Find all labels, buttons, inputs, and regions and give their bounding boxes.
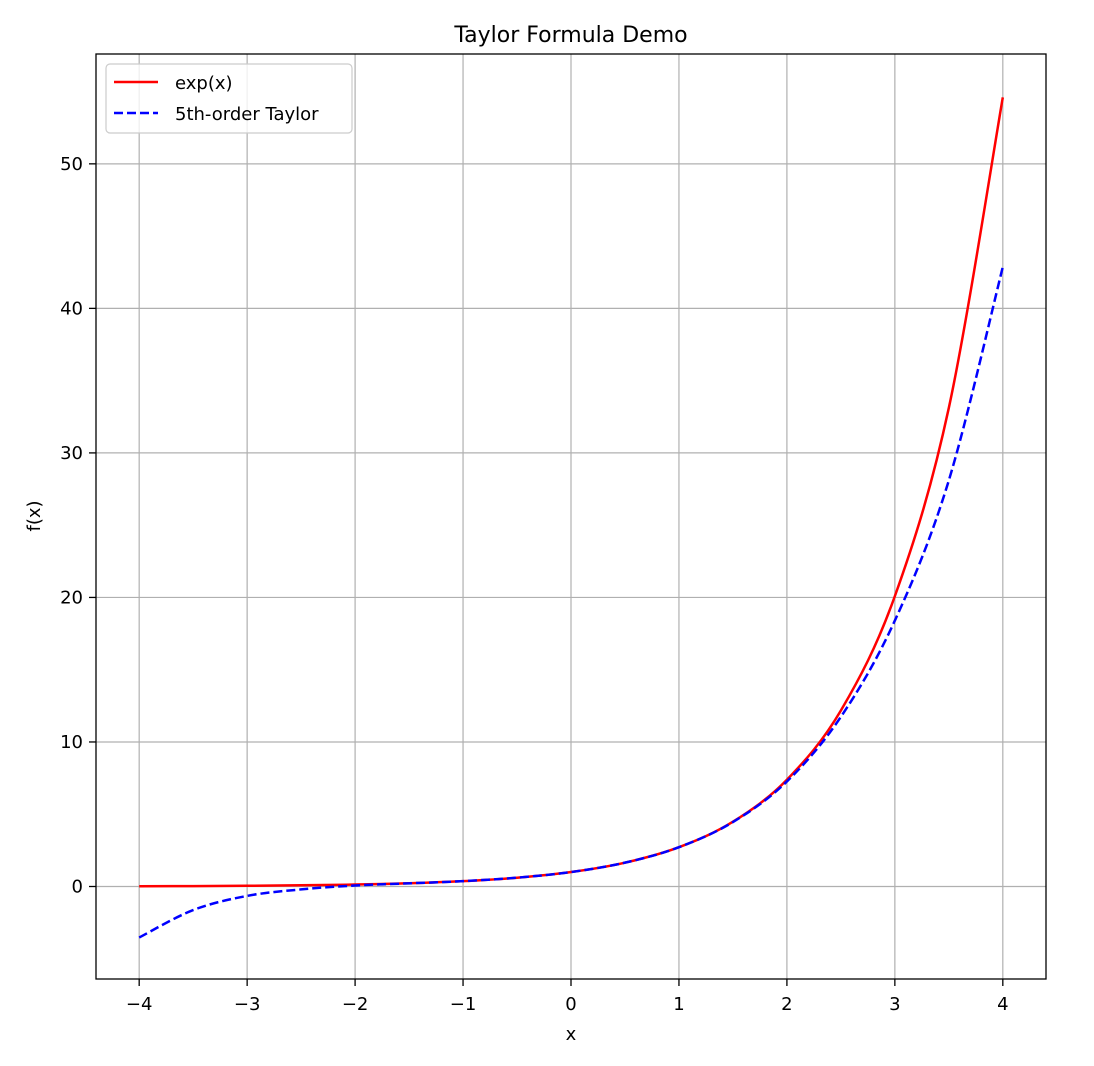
legend-box	[105, 63, 353, 134]
x-tick-label: −3	[234, 994, 261, 1015]
x-tick-label: 4	[997, 994, 1008, 1015]
series-lines	[138, 97, 1005, 939]
legend-label-taylor: 5th-order Taylor	[175, 104, 319, 125]
x-tick-label: −4	[126, 994, 153, 1015]
y-axis-label: f(x)	[24, 500, 45, 531]
y-tick-label: 40	[60, 298, 83, 319]
y-tick-label: 0	[72, 877, 83, 898]
legend-label-exp: exp(x)	[175, 73, 233, 94]
x-tick-label: 3	[889, 994, 900, 1015]
grid	[96, 54, 1046, 979]
x-tick-label: 2	[781, 994, 792, 1015]
x-tick-label: 1	[673, 994, 684, 1015]
legend: exp(x) 5th-order Taylor	[105, 63, 353, 134]
x-tick-label: 0	[565, 994, 576, 1015]
series-line-taylor	[138, 266, 1005, 939]
x-tick-label: −2	[342, 994, 369, 1015]
x-axis-label: x	[566, 1024, 577, 1045]
chart-title: Taylor Formula Demo	[453, 23, 687, 48]
series-line-exp	[139, 97, 1005, 888]
y-tick-label: 50	[60, 154, 83, 175]
x-tick-label: −1	[450, 994, 477, 1015]
y-tick-label: 10	[60, 732, 83, 753]
y-tick-label: 30	[60, 443, 83, 464]
y-tick-label: 20	[60, 587, 83, 608]
